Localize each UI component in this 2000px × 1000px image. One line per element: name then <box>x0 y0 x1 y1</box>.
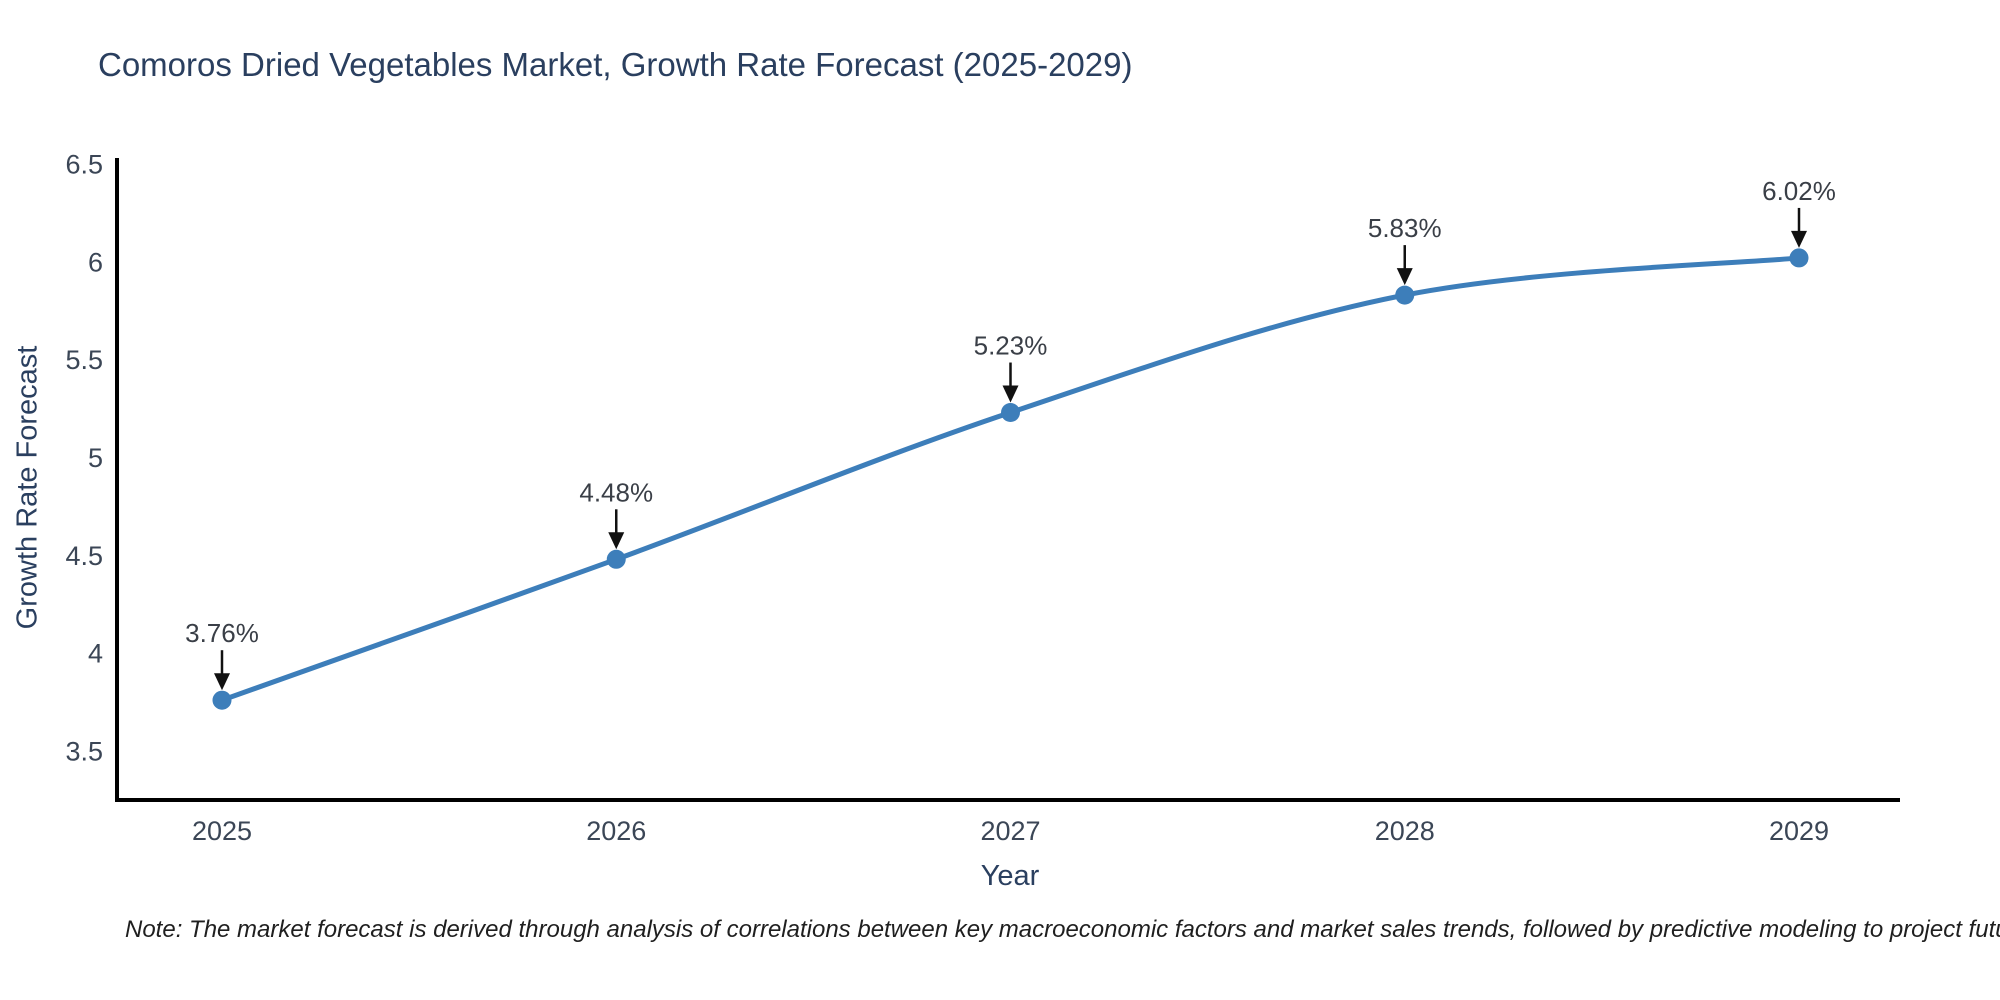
x-tick-label: 2025 <box>192 816 252 846</box>
annotation-arrow-head <box>608 532 625 550</box>
y-tick-label: 6.5 <box>65 149 103 179</box>
data-point-marker <box>1395 285 1415 305</box>
series-line <box>219 255 1802 703</box>
data-point-marker <box>1001 403 1020 423</box>
footnote: Note: The market forecast is derived thr… <box>125 916 2000 943</box>
y-tick-label: 5 <box>88 443 103 473</box>
y-tick-label: 6 <box>88 247 103 277</box>
x-tick-label: 2026 <box>586 816 646 846</box>
annotation-label: 5.23% <box>974 331 1048 361</box>
x-tick-label: 2027 <box>980 816 1040 846</box>
y-tick-label: 5.5 <box>65 345 103 375</box>
data-point-marker <box>212 690 232 710</box>
y-axis-title: Growth Rate Forecast <box>11 345 44 630</box>
annotation-arrow-head <box>214 673 230 691</box>
annotation-label: 5.83% <box>1368 213 1442 243</box>
annotation-arrow-head <box>1002 385 1019 403</box>
chart-title: Comoros Dried Vegetables Market, Growth … <box>98 46 1133 83</box>
x-tick-label: 2029 <box>1769 816 1829 846</box>
y-tick-label: 4.5 <box>65 541 103 571</box>
annotation-label: 4.48% <box>579 477 653 507</box>
y-tick-label: 3.5 <box>65 737 103 767</box>
x-axis-title: Year <box>980 860 1040 892</box>
annotation-label: 6.02% <box>1762 176 1836 206</box>
annotation-arrow-head <box>1396 268 1413 286</box>
y-tick-label: 4 <box>88 639 103 669</box>
data-point-marker <box>1789 248 1809 268</box>
annotation-arrow-head <box>1791 230 1807 248</box>
x-tick-label: 2028 <box>1375 816 1435 846</box>
data-point-marker <box>606 549 626 569</box>
annotation-label: 3.76% <box>185 618 259 648</box>
